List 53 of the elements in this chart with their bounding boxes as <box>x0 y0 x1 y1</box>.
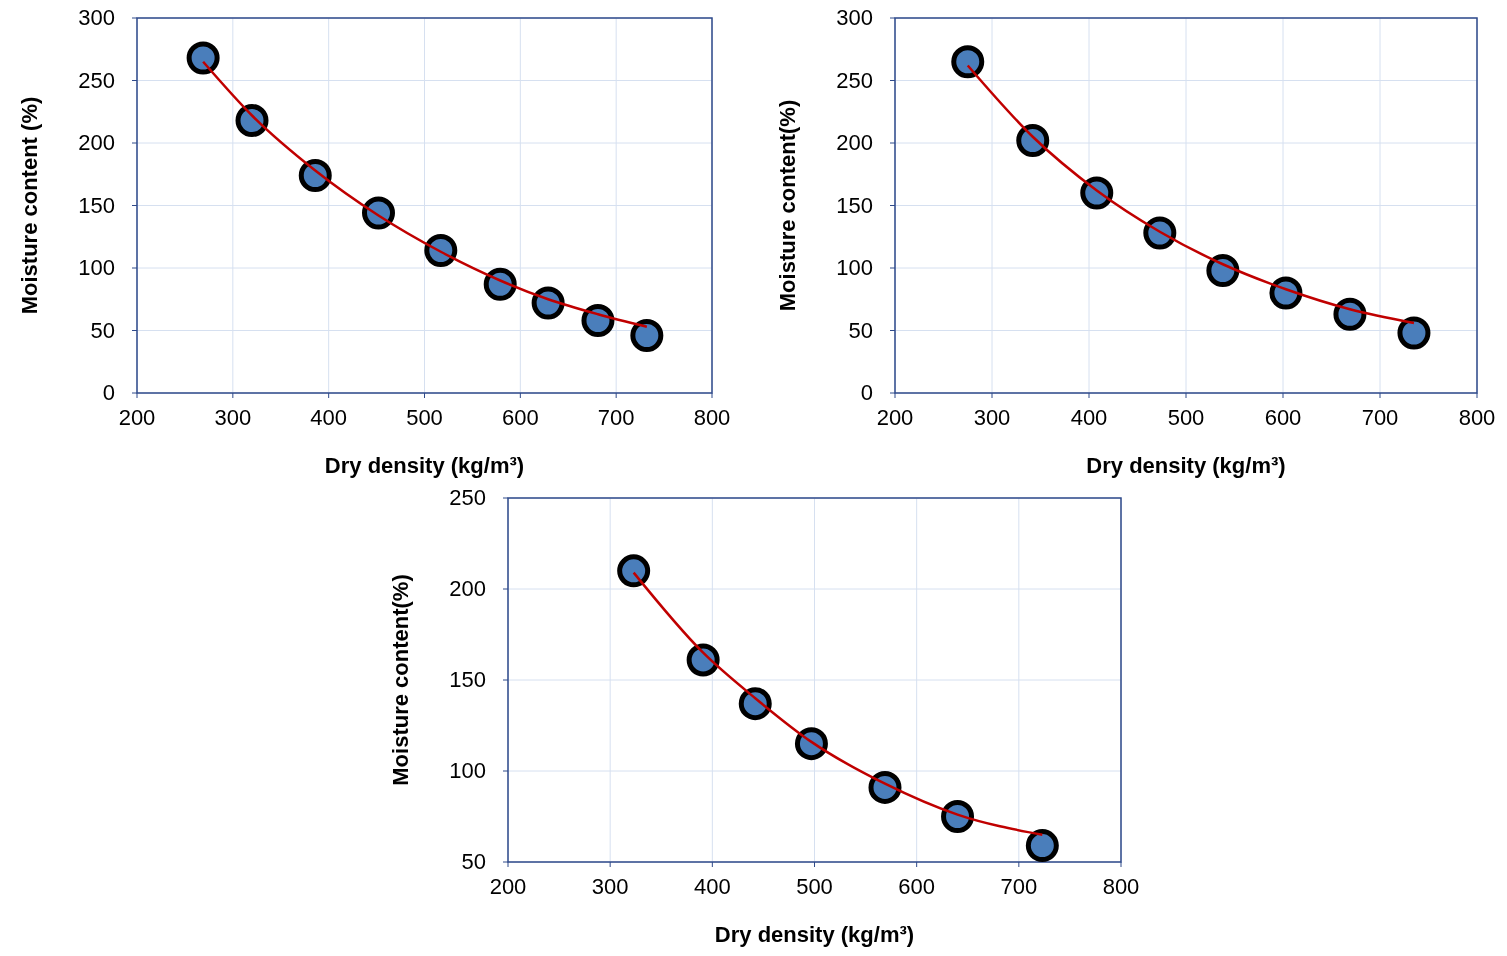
y-axis-title: Moisture content(%) <box>775 99 800 312</box>
y-axis-title: Moisture content(%) <box>388 574 413 786</box>
y-tick-label: 200 <box>78 130 115 155</box>
point <box>951 45 985 79</box>
y-tick-label: 300 <box>78 5 115 30</box>
y-tick-label: 0 <box>860 380 873 405</box>
x-tick-label: 400 <box>693 874 731 899</box>
x-tick-label: 600 <box>898 874 936 899</box>
x-tick-label: 400 <box>310 405 348 430</box>
x-tick-label: 200 <box>118 405 156 430</box>
y-tick-label: 250 <box>78 67 115 93</box>
x-tick-label: 600 <box>501 405 539 430</box>
x-tick-label: 200 <box>489 874 527 899</box>
y-tick-label: 50 <box>461 849 486 874</box>
point <box>1025 829 1059 863</box>
x-axis-title: Dry density (kg/m³) <box>1086 453 1286 478</box>
point <box>581 304 615 337</box>
point <box>1397 316 1431 350</box>
x-tick-label: 800 <box>1458 405 1496 430</box>
x-tick-label: 800 <box>693 405 731 430</box>
y-tick-label: 250 <box>449 485 486 510</box>
x-tick-label: 300 <box>214 405 252 430</box>
point <box>617 554 651 588</box>
x-axis-title: Dry density (kg/m³) <box>714 922 915 947</box>
y-tick-label: 100 <box>449 758 486 783</box>
x-tick-label: 400 <box>1070 405 1108 430</box>
x-axis-title: Dry density (kg/m³) <box>324 453 525 478</box>
x-tick-label: 700 <box>1000 874 1038 899</box>
y-tick-label: 150 <box>449 667 486 692</box>
x-tick-label: 500 <box>1167 405 1205 430</box>
x-tick-label: 800 <box>1102 874 1140 899</box>
x-tick-label: 500 <box>406 405 443 430</box>
x-tick-label: 300 <box>591 874 629 899</box>
y-tick-label: 300 <box>836 5 873 30</box>
x-tick-label: 300 <box>973 405 1011 430</box>
y-tick-label: 150 <box>78 192 115 218</box>
y-tick-label: 200 <box>836 130 873 155</box>
point <box>186 41 220 75</box>
y-tick-label: 100 <box>78 255 115 280</box>
point <box>630 319 664 352</box>
y-tick-label: 50 <box>848 317 873 343</box>
y-tick-label: 150 <box>836 192 873 218</box>
x-tick-label: 200 <box>876 405 914 430</box>
x-tick-label: 700 <box>1361 405 1399 430</box>
y-tick-label: 250 <box>836 67 873 93</box>
y-axis-title: Moisture content (%) <box>17 96 42 315</box>
x-tick-label: 700 <box>597 405 635 430</box>
y-tick-label: 100 <box>836 255 873 280</box>
y-tick-label: 50 <box>90 317 115 343</box>
y-tick-label: 0 <box>102 380 115 405</box>
x-tick-label: 500 <box>796 874 833 899</box>
x-tick-label: 600 <box>1264 405 1302 430</box>
y-tick-label: 200 <box>449 576 486 601</box>
